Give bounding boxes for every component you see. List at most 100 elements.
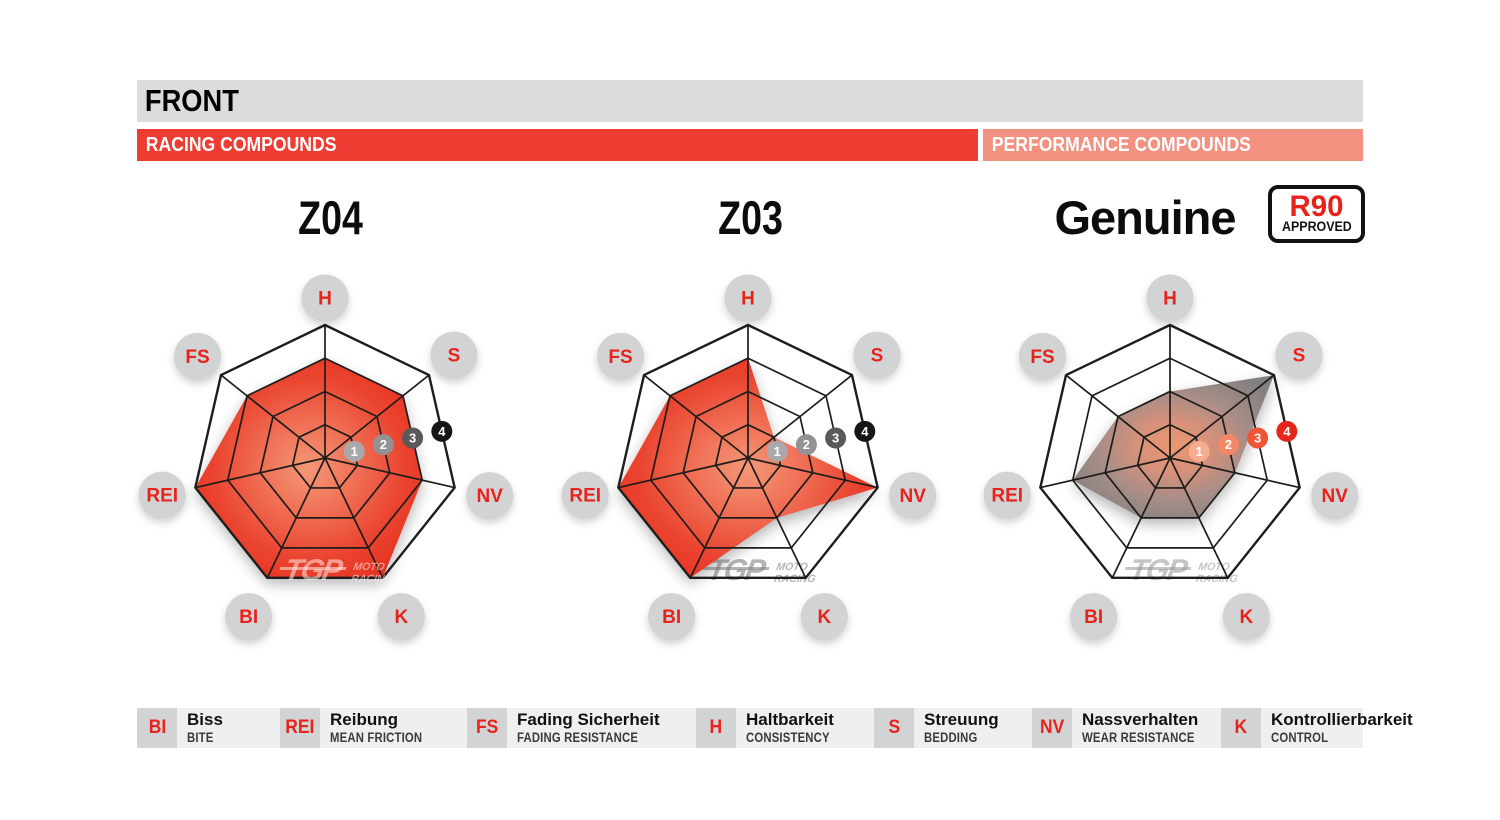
svg-text:3: 3 bbox=[1254, 431, 1261, 446]
r90-label: R90 bbox=[1289, 190, 1344, 223]
svg-text:1: 1 bbox=[351, 444, 358, 459]
legend-term-german: Streuung bbox=[924, 710, 999, 729]
svg-text:2: 2 bbox=[803, 437, 810, 452]
grid-ring-4 bbox=[194, 323, 456, 580]
svg-text:NV: NV bbox=[900, 486, 927, 507]
legend-abbr-text: S bbox=[888, 717, 900, 738]
svg-text:S: S bbox=[448, 346, 461, 367]
axis-label-BI: BI bbox=[648, 593, 696, 641]
svg-text:BI: BI bbox=[662, 607, 681, 628]
legend-abbr-text: K bbox=[1234, 717, 1248, 738]
grid-spoke-FS bbox=[643, 374, 749, 459]
axis-label-H: H bbox=[1146, 274, 1194, 322]
svg-text:REI: REI bbox=[146, 486, 178, 507]
radar-svg: TGP MOTO RACING 1 2 3 4 H S NV K bbox=[561, 274, 937, 641]
racing-compounds-bar: RACING COMPOUNDS bbox=[137, 129, 978, 161]
svg-text:4: 4 bbox=[1283, 424, 1291, 439]
radar-fill bbox=[1072, 375, 1274, 518]
svg-text:H: H bbox=[318, 289, 332, 310]
legend-abbr-text: REI bbox=[285, 717, 315, 738]
grid-ring-3 bbox=[226, 357, 424, 549]
chart-title-z04: Z04 bbox=[297, 191, 363, 244]
svg-text:FS: FS bbox=[608, 347, 632, 368]
svg-text:H: H bbox=[741, 289, 755, 310]
grid-ring-3 bbox=[1071, 357, 1269, 549]
legend-term-english: CONTROL bbox=[1271, 730, 1329, 745]
grid-spoke-NV bbox=[324, 457, 455, 489]
legend-abbr-box: NV bbox=[1032, 708, 1072, 748]
axis-label-K: K bbox=[800, 593, 848, 641]
radar-svg: TGP MOTO RACING 1 2 3 4 H S NV K bbox=[138, 274, 514, 641]
axis-label-FS: FS bbox=[174, 332, 222, 380]
grid-spoke-S bbox=[1169, 374, 1275, 459]
axis-label-NV: NV bbox=[1311, 472, 1359, 520]
legend-abbr-box: BI bbox=[137, 708, 177, 748]
grid-spoke-NV bbox=[1169, 457, 1300, 489]
legend-abbr-box: H bbox=[696, 708, 736, 748]
scale-marker-3: 3 bbox=[825, 427, 847, 449]
grid-ring-2 bbox=[1104, 390, 1236, 519]
grid-spoke-NV bbox=[747, 457, 878, 489]
chart-title-z03: Z03 bbox=[717, 191, 783, 244]
scale-marker-4: 4 bbox=[1276, 420, 1298, 442]
racing-compounds-label: RACING COMPOUNDS bbox=[145, 133, 337, 156]
legend-abbr-text: NV bbox=[1039, 717, 1065, 738]
svg-text:1: 1 bbox=[1196, 444, 1203, 459]
legend-term-german: Nassverhalten bbox=[1082, 710, 1199, 729]
svg-text:4: 4 bbox=[438, 424, 446, 439]
svg-text:FS: FS bbox=[1030, 347, 1054, 368]
legend-term-english: MEAN FRICTION bbox=[330, 730, 423, 745]
svg-text:BI: BI bbox=[239, 607, 258, 628]
performance-compounds-bar: PERFORMANCE COMPOUNDS bbox=[983, 129, 1363, 161]
svg-text:RACING: RACING bbox=[350, 573, 394, 585]
radar-fill bbox=[618, 358, 878, 578]
grid-spoke-REI bbox=[1040, 457, 1171, 489]
axis-label-BI: BI bbox=[1070, 593, 1118, 641]
scale-marker-1: 1 bbox=[343, 440, 365, 462]
page-title: FRONT bbox=[144, 83, 239, 118]
legend-term-german: Biss bbox=[187, 710, 223, 729]
axis-label-S: S bbox=[430, 331, 478, 379]
svg-text:4: 4 bbox=[861, 424, 869, 439]
svg-text:1: 1 bbox=[774, 444, 781, 459]
legend-term-english: WEAR RESISTANCE bbox=[1082, 730, 1195, 745]
legend-abbr-text: H bbox=[709, 717, 723, 738]
grid-spoke-BI bbox=[689, 457, 749, 579]
chart-title-genuine: Genuine bbox=[1054, 191, 1236, 244]
svg-text:H: H bbox=[1163, 289, 1177, 310]
scale-marker-2: 2 bbox=[372, 434, 394, 456]
svg-text:K: K bbox=[1239, 607, 1253, 628]
legend-abbr-box: K bbox=[1221, 708, 1261, 748]
svg-text:BI: BI bbox=[1084, 607, 1103, 628]
grid-ring-2 bbox=[682, 390, 814, 519]
legend-strip: BI Biss BITE REI Reibung MEAN FRICTION FS Fadin… bbox=[137, 708, 1413, 748]
svg-text:MOTO: MOTO bbox=[1197, 561, 1231, 573]
svg-text:TGP: TGP bbox=[282, 554, 346, 587]
svg-text:NV: NV bbox=[477, 486, 504, 507]
legend-term-german: Kontrollierbarkeit bbox=[1271, 710, 1413, 729]
front-header-bar: FRONT bbox=[137, 80, 1363, 122]
grid-ring-3 bbox=[649, 357, 847, 549]
svg-text:REI: REI bbox=[991, 486, 1023, 507]
legend-term-german: Haltbarkeit bbox=[746, 710, 834, 729]
svg-text:3: 3 bbox=[409, 431, 416, 446]
legend-term-english: FADING RESISTANCE bbox=[517, 730, 639, 745]
legend-term-english: BITE bbox=[187, 730, 214, 745]
svg-text:S: S bbox=[1293, 346, 1306, 367]
axis-label-NV: NV bbox=[466, 472, 514, 520]
grid-spoke-S bbox=[324, 374, 430, 459]
grid-spoke-REI bbox=[195, 457, 326, 489]
axis-label-REI: REI bbox=[983, 471, 1031, 519]
grid-ring-2 bbox=[259, 390, 391, 519]
svg-text:TGP: TGP bbox=[1127, 554, 1191, 587]
approved-label: APPROVED bbox=[1281, 219, 1352, 234]
axis-label-NV: NV bbox=[889, 472, 937, 520]
axis-label-K: K bbox=[1222, 593, 1270, 641]
scale-marker-4: 4 bbox=[431, 420, 453, 442]
svg-text:K: K bbox=[817, 607, 831, 628]
legend-abbr-text: FS bbox=[475, 717, 499, 738]
axis-label-H: H bbox=[301, 274, 349, 322]
axis-label-FS: FS bbox=[1019, 332, 1067, 380]
axis-label-FS: FS bbox=[597, 332, 645, 380]
